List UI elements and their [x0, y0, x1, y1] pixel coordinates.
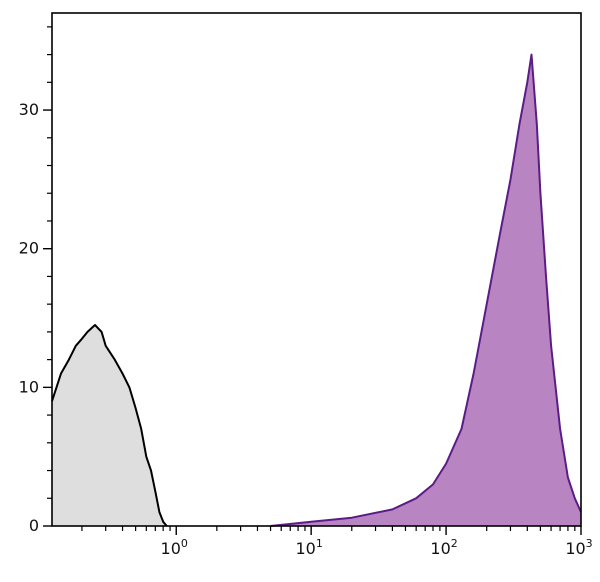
- x-tick-label: 102: [430, 537, 457, 558]
- y-tick-label: 10: [19, 377, 39, 396]
- y-tick-label: 0: [29, 516, 39, 535]
- series-layer: [51, 53, 582, 527]
- series-1-area: [52, 325, 167, 526]
- x-tick-label: 100: [161, 537, 188, 558]
- plot-frame: [51, 12, 582, 527]
- x-tick-label: 103: [565, 537, 592, 558]
- axis-layer: 0 10 20 30 100 101 102 103: [19, 26, 593, 558]
- series-2-area: [270, 54, 581, 526]
- y-tick-label: 20: [19, 239, 39, 258]
- x-tick-label: 101: [295, 537, 322, 558]
- series-2-line: [270, 53, 582, 527]
- y-tick-label: 30: [19, 100, 39, 119]
- series-1-line: [51, 324, 168, 527]
